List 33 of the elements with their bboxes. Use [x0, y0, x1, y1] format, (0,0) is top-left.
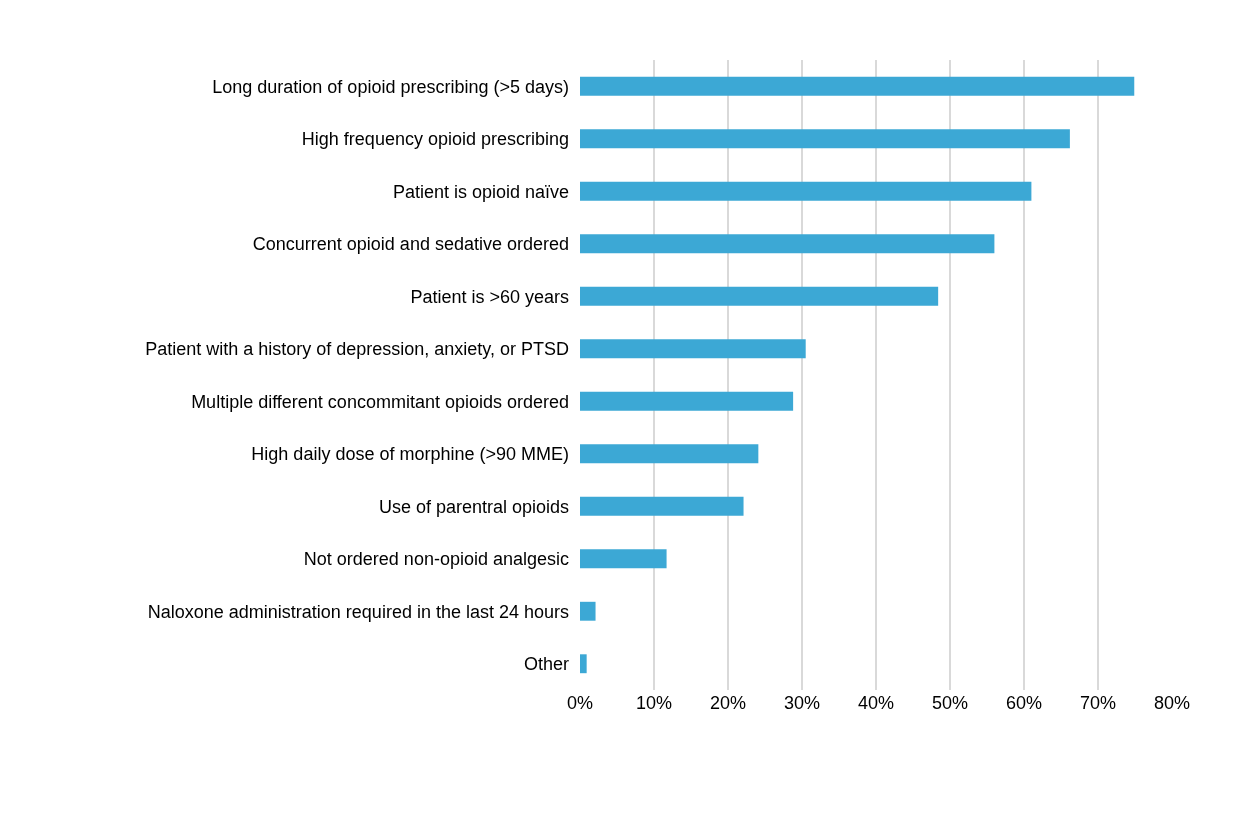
- y-tick-label: High frequency opioid prescribing: [301, 129, 569, 150]
- y-tick-label: Other: [523, 654, 569, 675]
- bar: [580, 391, 794, 411]
- bar: [580, 76, 1135, 96]
- bar: [580, 601, 596, 621]
- bar: [580, 339, 806, 359]
- x-tick-label: 10%: [635, 693, 673, 713]
- x-tick-label: 70%: [1079, 693, 1117, 713]
- x-tick-label: 30%: [783, 693, 821, 713]
- x-tick-label: 0%: [566, 693, 594, 713]
- y-tick-label: Multiple different concommitant opioids ordered: [191, 391, 569, 412]
- bar: [580, 654, 587, 674]
- bar: [580, 129, 1070, 149]
- y-tick-label: Long duration of opioid prescribing (>5 days): [212, 76, 569, 97]
- bar: [580, 181, 1032, 201]
- bar: [580, 444, 759, 464]
- x-tick-label: 60%: [1005, 693, 1043, 713]
- x-tick-label: 50%: [931, 693, 969, 713]
- y-tick-label: Use of parentral opioids: [378, 496, 569, 517]
- bar: [580, 496, 744, 516]
- y-tick-label: Patient is >60 years: [410, 286, 569, 307]
- bar: [580, 234, 995, 254]
- y-tick-label: Not ordered non-opioid analgesic: [303, 549, 569, 570]
- y-tick-label: Naloxone administration required in the last 24 hours: [147, 601, 569, 622]
- x-tick-label: 20%: [709, 693, 747, 713]
- bar: [580, 549, 667, 569]
- x-tick-label: 80%: [1153, 693, 1191, 713]
- y-tick-label: Patient with a history of depression, anxiety, or PTSD: [145, 339, 569, 360]
- x-tick-label: 40%: [857, 693, 895, 713]
- bar: [580, 286, 939, 306]
- y-tick-label: Concurrent opioid and sedative ordered: [252, 234, 569, 255]
- y-tick-label: Patient is opioid naïve: [392, 181, 569, 202]
- y-tick-label: High daily dose of morphine (>90 MME): [251, 444, 569, 465]
